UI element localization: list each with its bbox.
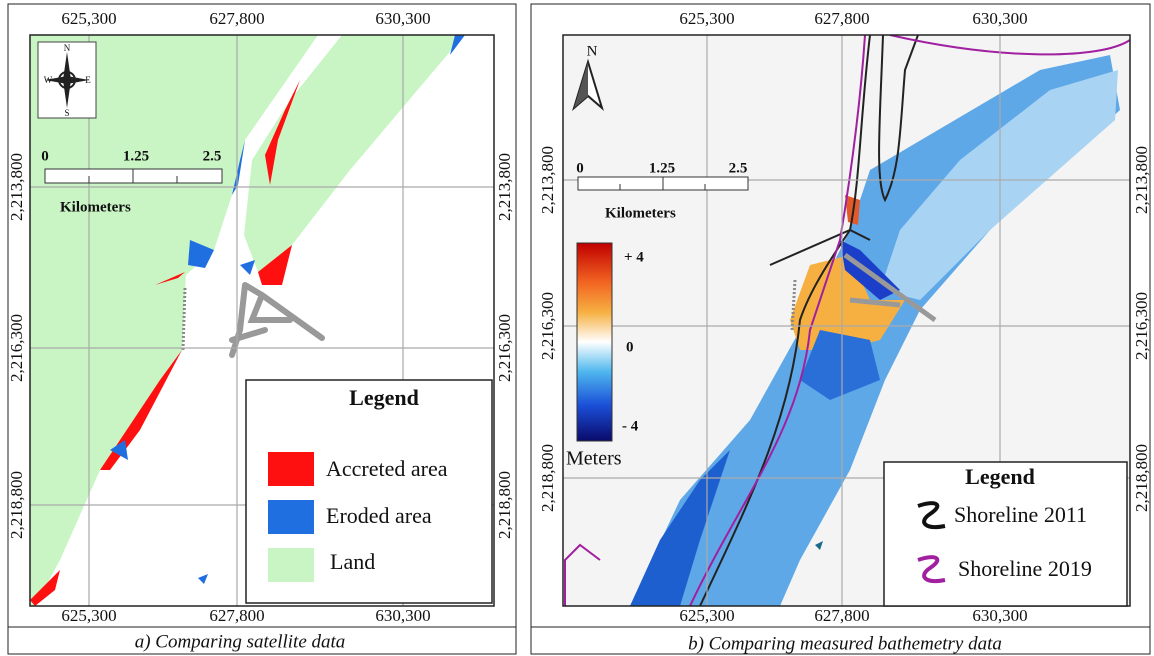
x-tick-label: 625,300 [679,606,734,625]
scale-unit: Kilometers [60,199,131,215]
legend-item: Shoreline 2011 [954,502,1087,527]
x-tick-label: 630,300 [375,9,430,28]
legend-item: Eroded area [326,503,432,528]
scale-tick: 2.5 [203,148,222,164]
y-tick-label: 2,218,800 [495,471,514,539]
map-shape [268,452,314,486]
color-bar-label: + 4 [624,249,644,265]
y-tick-label: 2,216,300 [495,314,514,382]
legend: Legend Accreted area Eroded area Land [246,380,492,603]
x-tick-label: 630,300 [375,606,430,625]
map-shape [268,548,314,582]
y-tick-label: 2,218,800 [1132,444,1151,512]
scale-tick: 2.5 [729,160,748,176]
compass: N S E W [38,42,96,118]
x-tick-label: 630,300 [972,606,1027,625]
color-bar-label: - 4 [622,418,639,434]
color-bar-label: 0 [626,339,634,355]
y-tick-label: 2,213,800 [538,146,557,214]
legend-item: Accreted area [326,456,448,481]
north-label: N [587,43,598,59]
caption: b) Comparing measured bathemetry data [688,633,1002,654]
scale-tick: 0 [576,160,584,176]
caption: a) Comparing satellite data [135,631,346,652]
scale-tick: 1.25 [649,160,675,176]
legend: Legend Shoreline 2011 Shoreline 2019 [884,462,1127,606]
map-shape [268,500,314,534]
x-tick-label: 627,800 [209,9,264,28]
x-tick-label: 630,300 [972,9,1027,28]
x-tick-label: 627,800 [814,9,869,28]
legend-item: Land [330,549,375,574]
x-tick-label: 627,800 [209,606,264,625]
map-shape [577,243,612,441]
x-tick-label: 625,300 [61,9,116,28]
x-tick-label: 627,800 [814,606,869,625]
scale-unit: Kilometers [605,205,676,221]
y-tick-label: 2,218,800 [7,471,26,539]
x-tick-label: 625,300 [679,9,734,28]
compass-n: N [64,43,71,53]
y-tick-label: 2,213,800 [495,153,514,221]
y-tick-label: 2,218,800 [538,444,557,512]
y-tick-label: 2,216,300 [538,292,557,360]
legend-title: Legend [349,385,419,410]
y-tick-label: 2,216,300 [7,314,26,382]
legend-title: Legend [965,464,1035,489]
legend-item: Shoreline 2019 [958,556,1092,581]
scale-tick: 0 [41,148,49,164]
y-tick-label: 2,216,300 [1132,292,1151,360]
y-tick-label: 2,213,800 [1132,146,1151,214]
x-tick-label: 625,300 [61,606,116,625]
compass-e: E [85,75,91,85]
color-bar-unit: Meters [566,448,622,470]
figure: N S E W 0 1.25 2.5 Kilometers Legend Acc… [0,0,1154,656]
compass-w: W [44,75,53,85]
y-tick-label: 2,213,800 [7,153,26,221]
scale-tick: 1.25 [123,148,149,164]
compass-s: S [64,108,69,118]
